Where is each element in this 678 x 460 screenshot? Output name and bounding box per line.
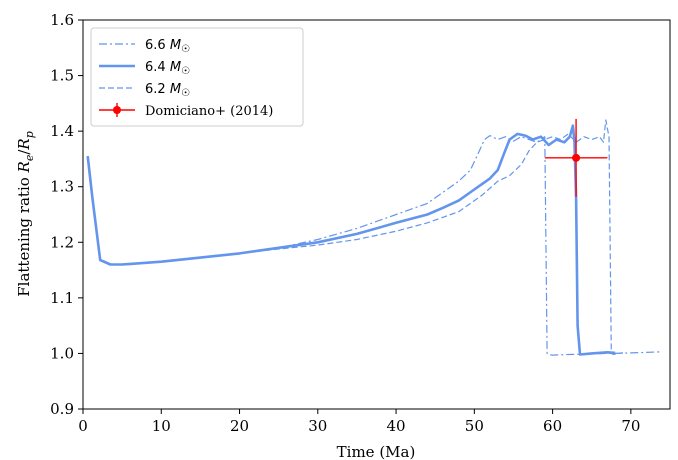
legend-label-observation: Domiciano+ (2014) bbox=[145, 104, 273, 119]
x-tick-label: 20 bbox=[230, 417, 249, 435]
y-axis-label: Flattening ratio Re/Rp bbox=[15, 131, 36, 297]
y-axis: 0.9 1.0 1.1 1.2 1.3 1.4 1.5 1.6 bbox=[50, 11, 83, 418]
y-tick-label: 1.0 bbox=[50, 344, 74, 362]
plot-frame bbox=[82, 19, 671, 410]
legend-obs-marker bbox=[113, 106, 121, 114]
x-tick-label: 0 bbox=[78, 417, 88, 435]
legend-label-0: 6.6 M☉ bbox=[145, 38, 190, 55]
observation-point bbox=[572, 153, 581, 162]
series-line-2 bbox=[87, 119, 624, 356]
series-line-1 bbox=[86, 124, 616, 356]
plot-area bbox=[82, 19, 671, 410]
y-tick-label: 1.6 bbox=[50, 11, 74, 29]
legend-label-2: 6.2 M☉ bbox=[145, 82, 190, 99]
y-tick-label: 0.9 bbox=[50, 400, 74, 418]
x-axis-label: Time (Ma) bbox=[337, 443, 416, 460]
x-tick-label: 60 bbox=[543, 417, 562, 435]
x-tick-label: 10 bbox=[152, 417, 171, 435]
legend-label-1: 6.4 M☉ bbox=[145, 60, 190, 77]
legend: 6.6 M☉ 6.4 M☉ 6.2 M☉ Domiciano+ (2014) bbox=[90, 27, 304, 127]
y-tick-label: 1.1 bbox=[50, 289, 74, 307]
y-tick-label: 1.4 bbox=[50, 122, 74, 140]
series-layer bbox=[86, 119, 663, 356]
x-tick-label: 70 bbox=[621, 417, 640, 435]
x-tick-label: 50 bbox=[465, 417, 484, 435]
y-tick-label: 1.2 bbox=[50, 233, 74, 251]
x-tick-label: 40 bbox=[387, 417, 406, 435]
legend-box bbox=[90, 27, 304, 127]
x-tick-label: 30 bbox=[308, 417, 327, 435]
y-tick-label: 1.3 bbox=[50, 178, 74, 196]
x-axis: 0 10 20 30 40 50 60 70 bbox=[78, 409, 640, 435]
y-tick-label: 1.5 bbox=[50, 67, 74, 85]
observation-layer bbox=[544, 118, 608, 197]
